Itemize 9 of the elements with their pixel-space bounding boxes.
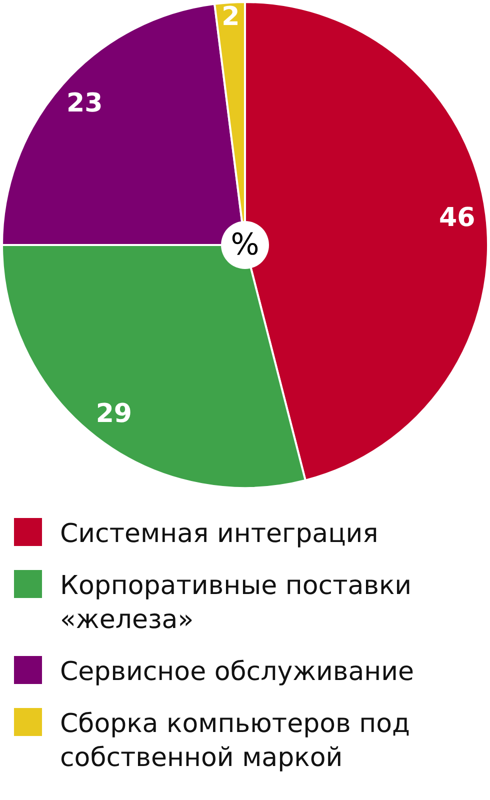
legend-label: Сборка компьютеров под собственной маркой bbox=[60, 709, 410, 773]
legend-label: Сервисное обслуживание bbox=[60, 657, 414, 687]
data-label: 23 bbox=[66, 88, 103, 119]
data-label: 46 bbox=[439, 203, 476, 234]
data-label: 2 bbox=[222, 2, 240, 32]
legend-label: Системная интеграция bbox=[60, 519, 378, 549]
legend-label: Корпоративные поставки «железа» bbox=[60, 571, 412, 635]
data-label: 29 bbox=[96, 398, 132, 429]
text: % bbox=[230, 228, 260, 262]
